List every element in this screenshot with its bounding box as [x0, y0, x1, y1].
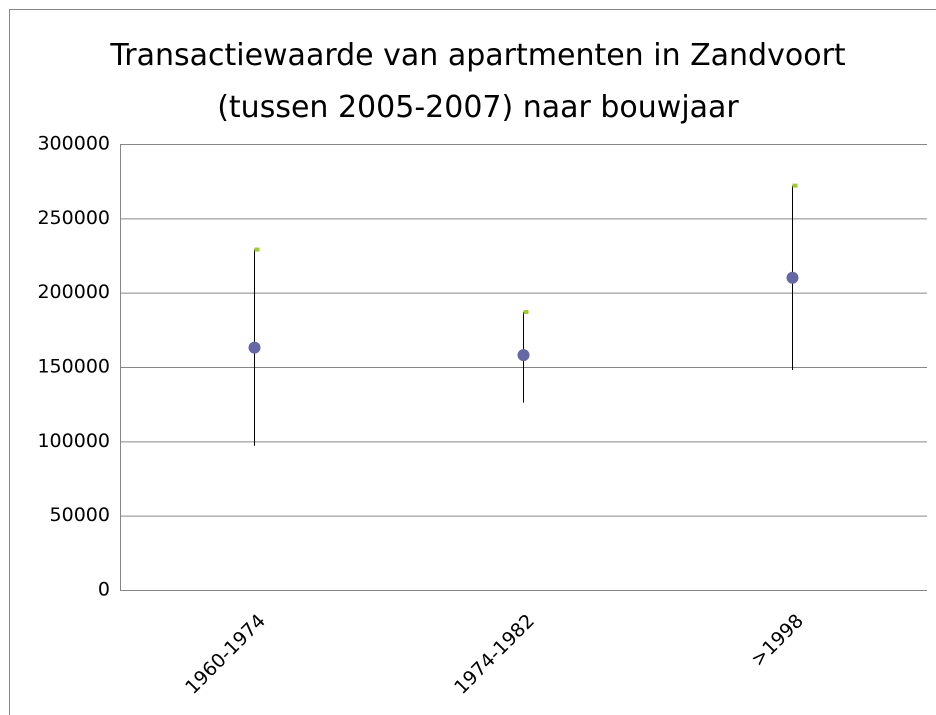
high-marker	[523, 309, 529, 314]
mean-marker	[248, 341, 261, 354]
x-tick-label: 1960-1974	[181, 610, 270, 699]
y-tick-label: 300000	[37, 133, 110, 155]
y-tick-label: 150000	[37, 356, 110, 378]
y-tick-label: 200000	[37, 281, 110, 303]
mean-marker	[517, 349, 530, 362]
chart-title: Transactiewaarde van apartmenten in Zand…	[109, 38, 846, 125]
x-tick-label: >1998	[747, 610, 808, 671]
chart-frame	[9, 9, 936, 715]
y-tick-label: 0	[98, 579, 110, 601]
high-marker	[254, 247, 260, 252]
y-tick-label: 50000	[50, 504, 110, 526]
high-marker	[792, 183, 798, 188]
mean-marker	[786, 271, 799, 284]
x-tick-label: 1974-1982	[450, 610, 539, 699]
y-tick-label: 100000	[37, 430, 110, 452]
y-tick-label: 250000	[37, 207, 110, 229]
